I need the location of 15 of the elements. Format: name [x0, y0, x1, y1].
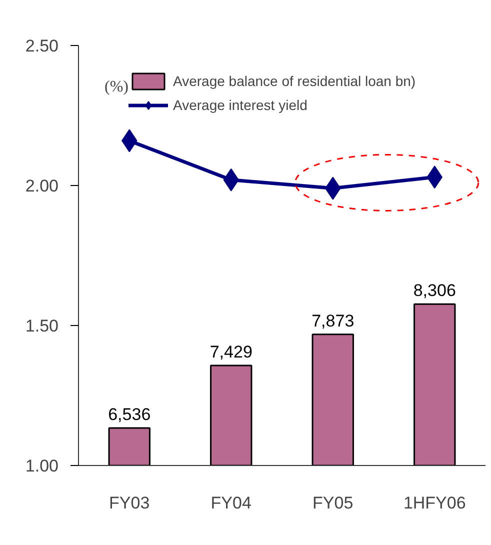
- legend-label: Average balance of residential loan bn): [173, 73, 416, 89]
- y-tick-label: 2.50: [25, 36, 59, 56]
- legend-label: Average interest yield: [173, 97, 308, 113]
- y-tick-label: 2.00: [25, 176, 59, 196]
- x-tick-label: 1HFY06: [403, 494, 466, 512]
- data-label: 7,429: [210, 342, 252, 362]
- x-tick-label: FY03: [109, 494, 150, 512]
- x-tick-label: FY04: [210, 494, 252, 512]
- y-tick-label: 1.50: [25, 316, 59, 336]
- data-label: 7,873: [312, 311, 354, 330]
- y-axis-title: (%): [104, 78, 128, 96]
- y-tick-label: 1.00: [25, 456, 59, 476]
- data-label: 6,536: [108, 404, 151, 424]
- data-label: 8,306: [413, 281, 456, 300]
- x-tick-label: FY05: [312, 494, 354, 512]
